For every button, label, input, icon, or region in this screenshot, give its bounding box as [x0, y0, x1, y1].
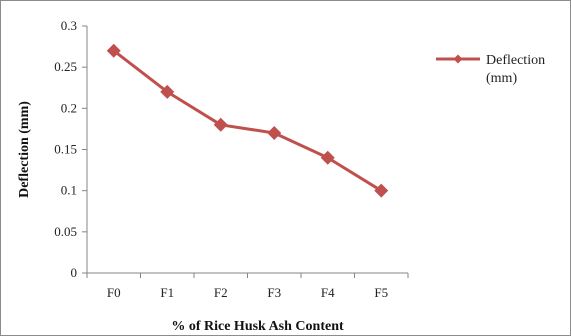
- x-tick-label: F2: [214, 285, 228, 300]
- data-point: [160, 84, 175, 99]
- y-tick-label: 0.1: [61, 183, 77, 198]
- y-tick-label: 0.25: [54, 59, 77, 74]
- data-point: [106, 43, 121, 58]
- y-axis-title: Deflection (mm): [17, 101, 32, 198]
- legend-label-line: Deflection: [486, 53, 545, 68]
- y-tick-labels: 0 0.05 0.1 0.15 0.2 0.25 0.3: [54, 18, 77, 280]
- x-tick-label: F1: [160, 285, 174, 300]
- y-tick-label: 0.15: [54, 142, 77, 157]
- data-point: [213, 117, 228, 132]
- x-tick-label: F0: [107, 285, 121, 300]
- y-tick-label: 0: [71, 265, 78, 280]
- x-tick-label: F3: [267, 285, 281, 300]
- data-point: [374, 183, 389, 198]
- y-tick-label: 0.05: [54, 224, 77, 239]
- legend-label-line: (mm): [486, 71, 517, 86]
- y-tick-label: 0.2: [61, 100, 77, 115]
- legend-marker: [453, 54, 463, 64]
- legend: Deflection (mm): [436, 53, 545, 86]
- series-line: [112, 49, 383, 192]
- x-tick-labels: F0 F1 F2 F3 F4 F5: [107, 285, 388, 300]
- axes: [82, 25, 409, 278]
- x-axis-title: % of Rice Husk Ash Content: [171, 319, 344, 334]
- x-tick-label: F5: [374, 285, 388, 300]
- data-point: [267, 126, 282, 141]
- data-point: [320, 150, 335, 165]
- legend-label: Deflection (mm): [486, 53, 545, 86]
- x-tick-label: F4: [321, 285, 335, 300]
- series-layer: [106, 43, 389, 198]
- y-tick-label: 0.3: [61, 18, 77, 33]
